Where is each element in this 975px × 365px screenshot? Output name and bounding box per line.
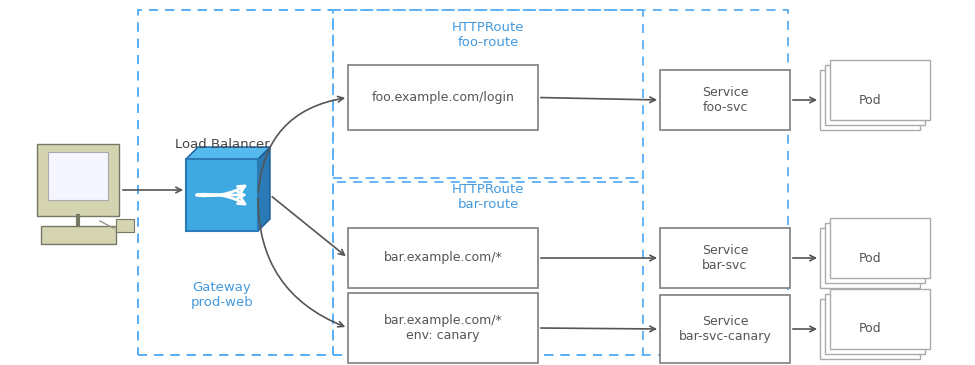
Bar [48, 152, 108, 200]
Bar [820, 299, 920, 359]
Text: Service
bar-svc: Service bar-svc [702, 244, 748, 272]
Bar [830, 60, 930, 120]
Bar [333, 182, 643, 355]
Bar [660, 70, 790, 130]
Bar [333, 10, 643, 178]
Polygon shape [186, 147, 270, 159]
Text: foo.example.com/login: foo.example.com/login [371, 91, 515, 104]
Text: Gateway
prod-web: Gateway prod-web [191, 281, 254, 309]
Polygon shape [258, 147, 270, 231]
Bar [138, 10, 333, 355]
Text: HTTPRoute
foo-route: HTTPRoute foo-route [451, 21, 525, 49]
Text: Load Balancer: Load Balancer [175, 138, 269, 151]
Bar [825, 223, 925, 283]
Text: Pod: Pod [859, 93, 881, 107]
Bar [116, 219, 134, 232]
Bar [348, 293, 538, 363]
Bar [820, 228, 920, 288]
Text: bar.example.com/*
env: canary: bar.example.com/* env: canary [383, 314, 502, 342]
Text: bar.example.com/*: bar.example.com/* [383, 251, 502, 265]
Text: Service
bar-svc-canary: Service bar-svc-canary [679, 315, 771, 343]
Bar [660, 295, 790, 363]
Bar [820, 70, 920, 130]
Bar [41, 226, 115, 244]
Bar [830, 218, 930, 278]
Bar [186, 159, 258, 231]
Bar [37, 144, 119, 216]
Bar [830, 289, 930, 349]
Bar [825, 65, 925, 125]
Bar [660, 228, 790, 288]
Text: Service
foo-svc: Service foo-svc [702, 86, 748, 114]
Bar [138, 10, 788, 355]
Bar [825, 294, 925, 354]
Bar [348, 228, 538, 288]
Text: Pod: Pod [859, 323, 881, 335]
Text: Pod: Pod [859, 251, 881, 265]
Text: HTTPRoute
bar-route: HTTPRoute bar-route [451, 183, 525, 211]
Bar [348, 65, 538, 130]
